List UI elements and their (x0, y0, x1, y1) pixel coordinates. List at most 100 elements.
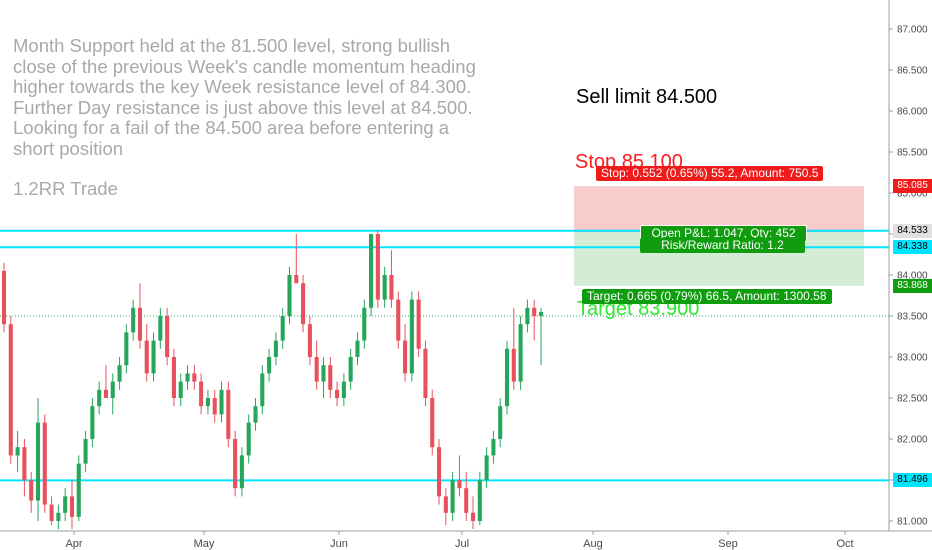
candle-body (301, 283, 306, 325)
candle (131, 299, 136, 341)
candle-body (90, 406, 95, 439)
candle (538, 307, 544, 366)
candle-body (29, 480, 34, 501)
candle-body (185, 373, 190, 382)
candle (42, 414, 47, 513)
candle-body (403, 340, 408, 374)
candle-body (1, 270, 7, 325)
target-label[interactable]: Target: 0.665 (0.79%) 66.5, Amount: 1300… (582, 289, 832, 304)
y-tick-label: 83.000 (897, 353, 928, 364)
candle (532, 299, 537, 341)
candle (484, 447, 489, 489)
candle-body (253, 406, 258, 423)
candle (335, 381, 340, 407)
candle-body (212, 398, 217, 415)
candle (8, 316, 13, 464)
candle-body (171, 357, 176, 398)
candle-body (226, 389, 231, 439)
candle-body (464, 488, 469, 513)
risk-reward-label[interactable]: Risk/Reward Ratio: 1.2 (640, 238, 805, 253)
candle-body (470, 512, 476, 521)
candle-body (355, 340, 360, 357)
candle-body (137, 307, 142, 341)
analysis-note: Month Support held at the 81.500 level, … (13, 35, 573, 159)
candle (504, 340, 510, 415)
candle (498, 398, 503, 448)
candle-body (158, 316, 163, 341)
candle (518, 316, 523, 390)
candle (90, 398, 95, 448)
note-line: short position (13, 137, 124, 159)
candle-body (131, 307, 136, 333)
candle (273, 332, 278, 366)
y-tick-label: 81.000 (897, 517, 928, 528)
candle-body (144, 340, 149, 374)
y-tick-label: 86.500 (897, 66, 928, 77)
price-badge: 83.868 (893, 278, 932, 293)
candle-body (423, 348, 428, 398)
candle-body (267, 357, 272, 374)
candle-body (362, 307, 367, 341)
candle-body (273, 340, 278, 357)
candle (158, 307, 163, 349)
stop-label[interactable]: Stop: 0.552 (0.65%) 55.2, Amount: 750.5 (596, 166, 824, 181)
candle (212, 389, 217, 423)
candle-body (205, 398, 210, 407)
candle (29, 471, 34, 513)
candle (511, 307, 516, 390)
x-tick-label: Jun (330, 538, 348, 550)
candle-body (178, 381, 183, 398)
candle-body (151, 340, 156, 374)
candle (443, 488, 448, 526)
candle (253, 398, 258, 431)
candle-body (165, 316, 170, 357)
candle-body (457, 480, 462, 489)
candle-body (199, 381, 204, 407)
y-tick-label: 82.000 (897, 435, 928, 446)
candle (369, 234, 374, 316)
candle (280, 307, 285, 349)
candle-body (280, 316, 285, 341)
candle-body (477, 480, 482, 521)
candle (464, 471, 469, 521)
candle (22, 439, 27, 497)
candle (1, 262, 7, 333)
candle-body (83, 439, 88, 464)
candle (69, 480, 75, 530)
candle-body (369, 234, 374, 308)
candle (301, 275, 306, 333)
candle-body (416, 299, 421, 349)
sell-limit-text[interactable]: Sell limit 84.500 (576, 86, 718, 108)
candle (233, 430, 238, 497)
candle (348, 348, 353, 390)
candle-body (103, 389, 109, 398)
candle (110, 373, 115, 415)
candle-body (389, 275, 394, 300)
x-tick-label: Sep (718, 538, 738, 550)
candle-body (246, 422, 251, 456)
candle-body (110, 381, 115, 398)
candle (151, 332, 156, 382)
candle (409, 291, 414, 382)
candle-body (498, 406, 503, 439)
candle-body (532, 307, 537, 316)
candle-body (484, 455, 489, 480)
candle-body (430, 398, 435, 448)
candle-body (117, 365, 122, 382)
candle-body (525, 307, 530, 325)
y-tick-label: 85.000 (897, 189, 928, 200)
candle (362, 299, 367, 349)
y-tick-label: 87.000 (897, 25, 928, 36)
candle-body (69, 496, 75, 517)
candle (76, 455, 81, 521)
candle (144, 324, 149, 382)
candle-body (260, 373, 265, 407)
candle (165, 307, 170, 366)
candle-body (15, 447, 20, 456)
candle (97, 381, 102, 415)
y-tick-label: 83.500 (897, 312, 928, 323)
candle-body (348, 357, 353, 382)
candle (457, 455, 462, 497)
candle (124, 324, 129, 374)
